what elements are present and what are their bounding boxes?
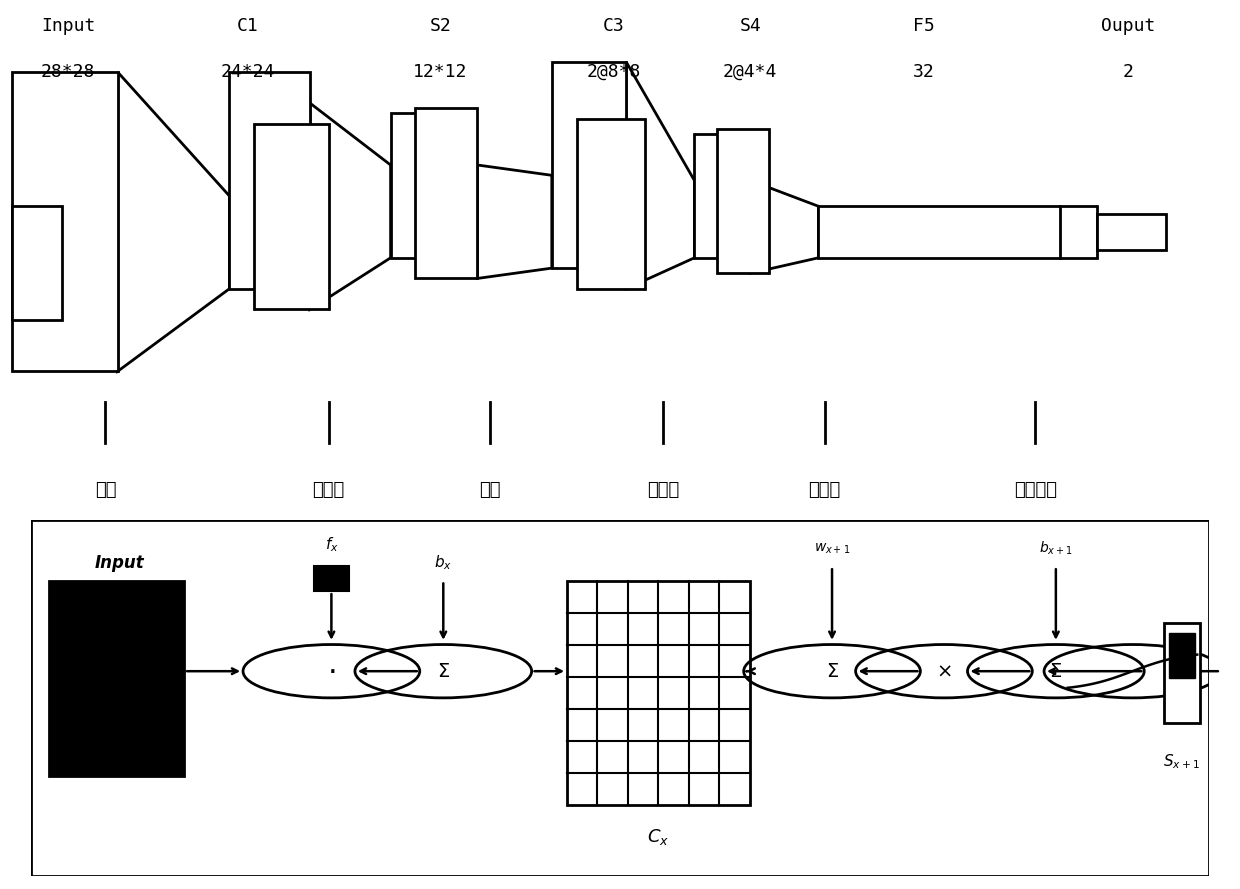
Text: $C_x$: $C_x$ xyxy=(647,827,670,846)
Text: $S_{x+1}$: $S_{x+1}$ xyxy=(1163,752,1200,772)
Text: $w_{x+1}$: $w_{x+1}$ xyxy=(813,541,851,556)
Text: $\Sigma$: $\Sigma$ xyxy=(1049,661,1063,681)
Text: C3: C3 xyxy=(603,17,625,35)
Bar xyxy=(314,566,350,591)
Bar xyxy=(229,72,310,289)
Polygon shape xyxy=(118,72,229,372)
Text: 卷积: 卷积 xyxy=(479,481,501,499)
Bar xyxy=(48,581,184,776)
Text: $\times$: $\times$ xyxy=(936,661,952,681)
Bar xyxy=(12,72,118,372)
Text: $\Sigma$: $\Sigma$ xyxy=(826,661,838,681)
Polygon shape xyxy=(310,103,391,309)
Text: 卷积: 卷积 xyxy=(94,481,117,499)
Polygon shape xyxy=(750,180,818,273)
Text: Input: Input xyxy=(41,17,95,35)
Bar xyxy=(818,206,1097,258)
Bar xyxy=(1169,633,1195,678)
Bar xyxy=(567,581,749,805)
Bar xyxy=(1097,214,1166,250)
Polygon shape xyxy=(477,165,552,278)
Text: $f_x$: $f_x$ xyxy=(325,535,339,555)
Text: 12*12: 12*12 xyxy=(413,63,467,81)
Text: 子采样: 子采样 xyxy=(647,481,680,499)
Bar xyxy=(577,118,645,289)
Text: $b_x$: $b_x$ xyxy=(434,553,453,573)
Text: 2@4*4: 2@4*4 xyxy=(723,63,777,81)
Text: Ouput: Ouput xyxy=(1101,17,1156,35)
Text: 2@8*8: 2@8*8 xyxy=(587,63,641,81)
Text: $\Sigma$: $\Sigma$ xyxy=(436,661,450,681)
Text: 子采样: 子采样 xyxy=(312,481,345,499)
Text: S2: S2 xyxy=(429,17,451,35)
Bar xyxy=(415,108,477,278)
Polygon shape xyxy=(626,62,694,289)
Text: Input: Input xyxy=(94,554,144,572)
Bar xyxy=(1164,623,1199,723)
Text: $b_{x+1}$: $b_{x+1}$ xyxy=(1039,540,1073,557)
Text: 32: 32 xyxy=(913,63,935,81)
Bar xyxy=(254,124,329,309)
Text: $\cdot$: $\cdot$ xyxy=(327,657,336,685)
Text: C1: C1 xyxy=(237,17,259,35)
Text: 高斯连接: 高斯连接 xyxy=(1014,481,1056,499)
Text: F5: F5 xyxy=(913,17,935,35)
Text: 全连接: 全连接 xyxy=(808,481,841,499)
Text: 28*28: 28*28 xyxy=(41,63,95,81)
Text: 2: 2 xyxy=(1123,63,1133,81)
Text: 24*24: 24*24 xyxy=(221,63,275,81)
Bar xyxy=(552,62,626,268)
Bar xyxy=(12,206,62,320)
Text: S4: S4 xyxy=(739,17,761,35)
Bar xyxy=(391,114,459,258)
Bar xyxy=(694,134,750,258)
Bar xyxy=(717,129,769,273)
